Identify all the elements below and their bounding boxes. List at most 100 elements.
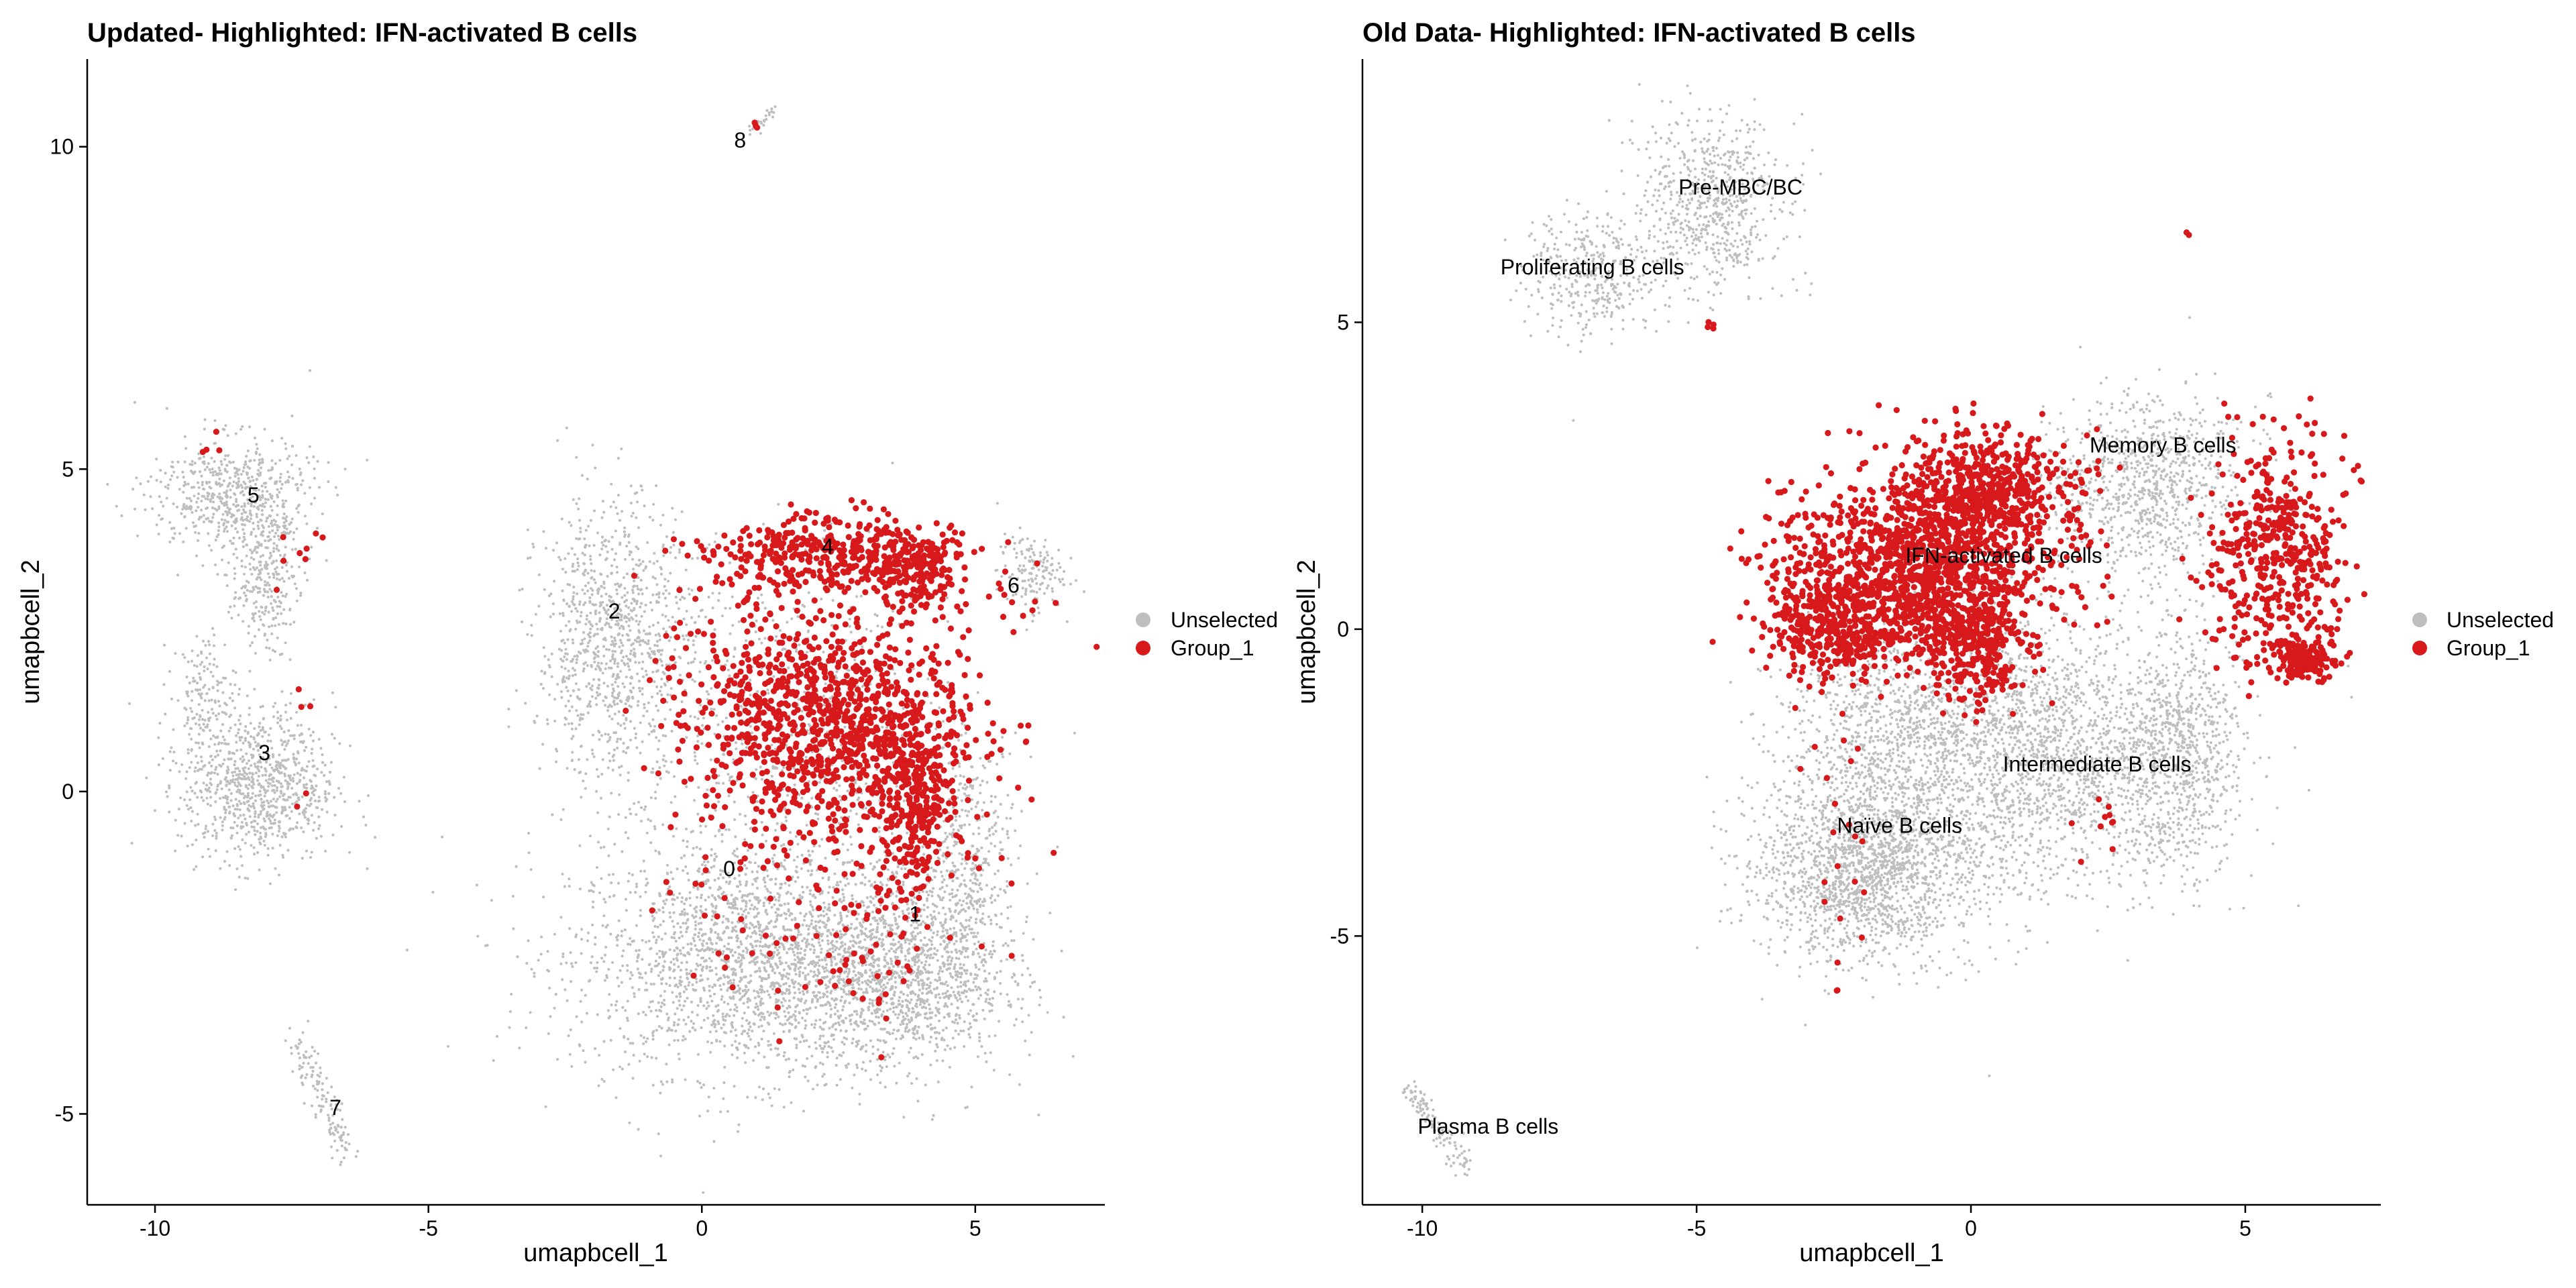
point-unselected <box>584 994 587 997</box>
point-unselected <box>680 952 683 955</box>
point-unselected <box>682 869 685 872</box>
point-unselected <box>875 860 879 863</box>
point-unselected <box>661 969 665 972</box>
point-unselected <box>669 551 672 554</box>
point-unselected <box>575 537 578 540</box>
point-unselected <box>589 558 592 561</box>
point-unselected <box>767 1040 770 1043</box>
point-unselected <box>612 759 615 762</box>
point-unselected <box>648 625 651 629</box>
point-unselected <box>833 1006 837 1010</box>
point-unselected <box>629 720 633 723</box>
point-unselected <box>917 923 920 927</box>
point-unselected <box>900 965 904 969</box>
point-unselected <box>925 897 929 900</box>
point-unselected <box>773 896 776 899</box>
point-unselected <box>582 603 586 606</box>
point-unselected <box>827 1044 830 1049</box>
point-unselected <box>812 926 815 930</box>
point-unselected <box>651 931 655 934</box>
point-unselected <box>695 906 698 909</box>
point-unselected <box>855 1022 858 1026</box>
point-unselected <box>705 690 708 693</box>
point-unselected <box>915 1077 918 1081</box>
point-unselected <box>616 722 620 725</box>
point-unselected <box>907 1018 910 1022</box>
point-unselected <box>633 727 636 730</box>
point-unselected <box>634 661 637 664</box>
point-unselected <box>877 1016 880 1019</box>
point-unselected <box>584 568 588 572</box>
point-unselected <box>938 848 942 851</box>
point-unselected <box>981 861 985 865</box>
point-unselected <box>625 545 629 548</box>
point-unselected <box>902 912 905 916</box>
point-unselected <box>657 852 661 855</box>
point-unselected <box>770 1104 773 1108</box>
point-unselected <box>864 1069 867 1072</box>
point-unselected <box>864 1027 867 1030</box>
point-unselected <box>818 1018 822 1022</box>
point-unselected <box>649 647 652 650</box>
point-unselected <box>685 930 688 934</box>
point-unselected <box>641 560 645 564</box>
point-unselected <box>979 784 982 787</box>
point-unselected <box>762 902 765 905</box>
point-unselected <box>680 856 683 859</box>
point-unselected <box>703 959 706 963</box>
point-unselected <box>972 1014 975 1018</box>
point-unselected <box>685 961 688 964</box>
point-unselected <box>983 979 986 983</box>
point-unselected <box>731 1044 734 1047</box>
point-unselected <box>863 979 867 983</box>
point-unselected <box>982 801 985 804</box>
point-unselected <box>759 940 762 943</box>
point-unselected <box>834 949 837 952</box>
point-unselected <box>627 943 630 946</box>
point-unselected <box>671 898 675 901</box>
point-unselected <box>606 827 610 830</box>
point-unselected <box>866 935 869 938</box>
point-unselected <box>973 1018 976 1022</box>
point-unselected <box>586 939 590 943</box>
point-unselected <box>810 915 814 918</box>
point-unselected <box>910 998 913 1002</box>
point-unselected <box>690 947 693 951</box>
point-unselected <box>950 959 953 963</box>
point-unselected <box>727 1002 730 1006</box>
point-unselected <box>943 878 946 881</box>
point-unselected <box>602 898 606 901</box>
point-unselected <box>596 650 600 653</box>
point-unselected <box>837 981 841 985</box>
point-unselected <box>953 1046 957 1049</box>
point-unselected <box>717 877 720 880</box>
point-unselected <box>877 937 881 941</box>
point-unselected <box>816 1083 819 1087</box>
point-unselected <box>698 847 702 851</box>
point-unselected <box>871 916 875 920</box>
point-unselected <box>690 557 694 560</box>
point-unselected <box>921 1036 924 1039</box>
point-unselected <box>665 1012 669 1016</box>
point-unselected <box>757 1025 761 1028</box>
point-unselected <box>804 967 807 970</box>
point-unselected <box>580 639 584 642</box>
point-unselected <box>605 648 608 651</box>
point-unselected <box>800 867 803 870</box>
point-unselected <box>619 773 622 777</box>
point-unselected <box>942 852 945 855</box>
point-unselected <box>561 659 564 663</box>
point-unselected <box>897 1013 901 1016</box>
point-unselected <box>1046 1011 1049 1014</box>
point-unselected <box>941 881 944 884</box>
point-unselected <box>584 1061 587 1064</box>
point-unselected <box>851 894 854 898</box>
point-unselected <box>763 945 767 948</box>
point-unselected <box>673 936 676 940</box>
point-unselected <box>546 950 549 953</box>
point-unselected <box>828 947 832 951</box>
point-unselected <box>720 995 724 998</box>
point-unselected <box>748 899 751 902</box>
point-unselected <box>883 925 887 928</box>
point-unselected <box>607 666 611 669</box>
